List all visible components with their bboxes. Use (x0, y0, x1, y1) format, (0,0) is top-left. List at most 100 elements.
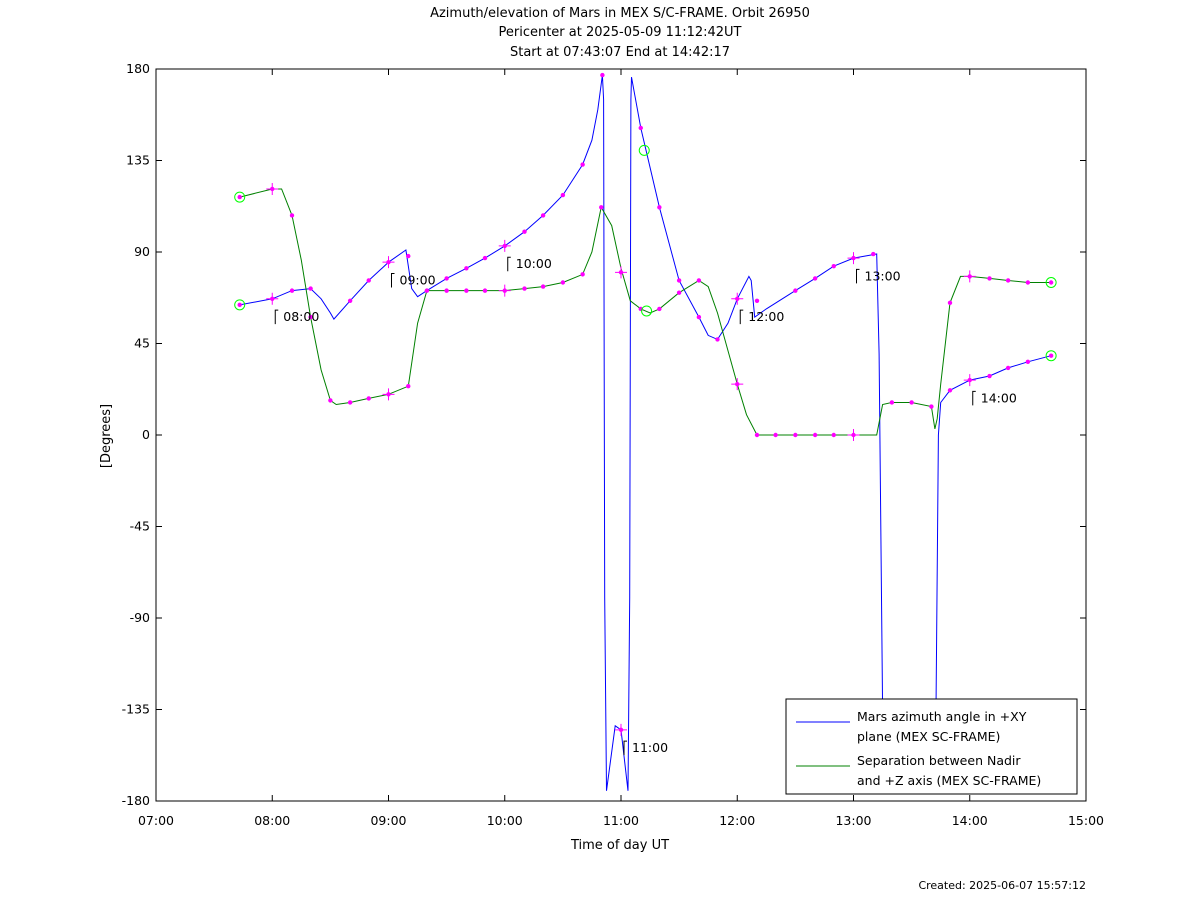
series-0 (234, 72, 1057, 791)
data-point (676, 290, 682, 295)
chart-title: Azimuth/elevation of Mars in MEX S/C-FRA… (430, 6, 810, 60)
x-tick-label: 08:00 (254, 813, 290, 828)
data-point (1025, 359, 1031, 364)
data-point (754, 298, 760, 303)
y-tick-label: -180 (122, 793, 150, 808)
x-tick-label: 14:00 (952, 813, 988, 828)
data-point (522, 229, 527, 234)
hour-marker (382, 388, 395, 401)
data-point (1025, 280, 1031, 285)
data-point (580, 162, 585, 167)
data-point (406, 384, 411, 389)
annotation-label: 08:00 (283, 309, 319, 324)
hour-marker (731, 292, 744, 305)
data-point (308, 314, 313, 320)
time-annotation: 11:00 (623, 740, 668, 755)
data-point (424, 288, 430, 293)
data-point (366, 278, 371, 283)
title-line-2: Pericenter at 2025-05-09 11:12:42UT (498, 25, 741, 40)
data-point (715, 337, 720, 342)
x-tick-label: 07:00 (138, 813, 174, 828)
x-tick-label: 13:00 (835, 813, 871, 828)
annotation-tick (391, 272, 395, 288)
x-tick-label: 12:00 (719, 813, 755, 828)
plot-axes: 07:00 08:00 09:00 10:00 11:00 12:00 13:00 14:00… (122, 61, 1104, 828)
data-point (366, 396, 371, 401)
legend-label-azimuth-line-1: Mars azimuth angle in +XY (857, 709, 1027, 724)
annotation-tick (274, 309, 279, 325)
time-annotation: 09:00 (391, 272, 436, 288)
data-point (580, 272, 585, 277)
annotation-label: 11:00 (632, 740, 668, 755)
annotation-label: 14:00 (981, 390, 1017, 405)
data-point (444, 288, 449, 293)
y-tick-label: 90 (134, 244, 150, 259)
endpoint-marker (641, 305, 653, 317)
x-tick-label: 09:00 (370, 813, 406, 828)
data-point (676, 278, 682, 283)
data-point (1005, 278, 1011, 283)
endpoint-marker (234, 191, 246, 203)
time-annotation: 12:00 (739, 309, 784, 325)
y-tick-label: -45 (130, 519, 150, 534)
data-point (347, 400, 353, 405)
data-point (696, 278, 702, 283)
hour-marker (847, 252, 860, 265)
data-point (657, 205, 662, 210)
y-tick-label: -90 (130, 610, 150, 625)
y-tick-label: -135 (122, 702, 150, 717)
data-point (831, 264, 836, 269)
data-point (522, 286, 527, 291)
endpoint-marker (1045, 350, 1057, 362)
title-line-1: Azimuth/elevation of Mars in MEX S/C-FRA… (430, 6, 810, 21)
data-point (812, 276, 818, 281)
y-tick-label: 45 (134, 336, 150, 351)
data-point (482, 288, 488, 293)
endpoint-marker (1045, 277, 1057, 288)
data-point (237, 302, 242, 308)
hour-marker (498, 239, 511, 252)
hour-marker (498, 284, 511, 297)
time-annotation: 14:00 (972, 390, 1017, 406)
data-point (812, 432, 818, 438)
data-point (754, 432, 760, 438)
y-tick-label: 135 (126, 153, 150, 168)
data-point (464, 266, 469, 271)
time-annotations: 08:00 09:00 10:00 11:00 12:00 13:00 14:00 (274, 256, 1017, 755)
annotation-label: 13:00 (865, 268, 901, 283)
annotation-tick (507, 256, 511, 272)
time-annotation: 10:00 (507, 256, 552, 272)
data-point (560, 192, 566, 198)
data-point (1005, 365, 1011, 371)
hour-marker (382, 256, 395, 269)
data-point (871, 251, 876, 257)
hour-marker (731, 378, 744, 391)
data-point (237, 194, 242, 200)
data-point (560, 280, 566, 285)
data-point (638, 125, 643, 131)
y-tick-label: 180 (126, 61, 150, 76)
data-point (929, 404, 934, 409)
data-point (1048, 280, 1054, 285)
data-point (831, 432, 836, 438)
x-tick-label: 11:00 (603, 813, 639, 828)
title-line-3: Start at 07:43:07 End at 14:42:17 (510, 45, 730, 60)
endpoint-marker (638, 144, 650, 156)
annotation-label: 10:00 (516, 256, 552, 271)
data-point (696, 314, 702, 320)
series-line-1 (239, 188, 1052, 436)
legend: Mars azimuth angle in +XY plane (MEX SC-… (785, 698, 1078, 795)
data-point (328, 398, 333, 403)
data-point (444, 276, 449, 281)
hour-marker (963, 374, 976, 387)
data-point (347, 298, 353, 303)
data-point (987, 373, 992, 379)
data-point (889, 400, 895, 405)
hour-marker (615, 266, 627, 279)
data-point (540, 284, 546, 289)
data-point (987, 276, 992, 281)
annotation-tick (972, 390, 976, 406)
hour-marker (847, 429, 860, 441)
data-point (289, 288, 295, 293)
data-point (599, 205, 604, 210)
